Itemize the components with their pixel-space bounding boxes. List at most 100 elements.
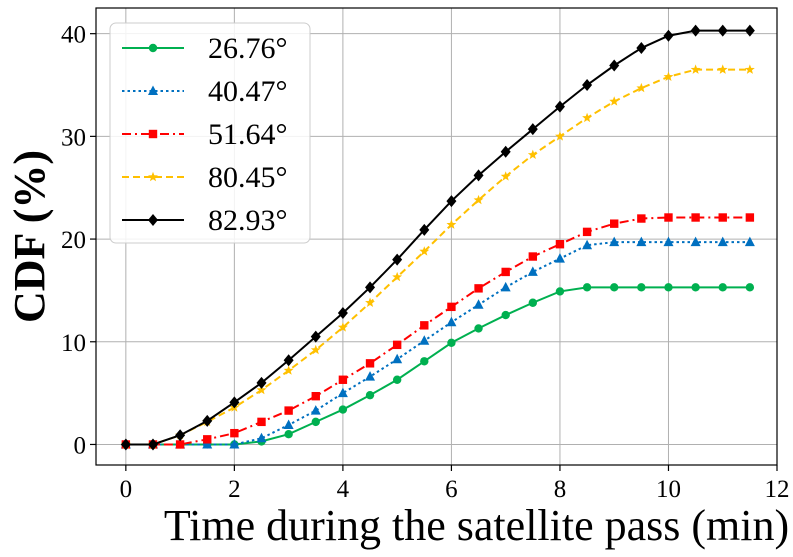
data-point [527,149,538,160]
data-point [311,417,320,427]
data-point [392,353,403,364]
data-point [420,357,429,366]
data-point [283,365,294,375]
legend-label: 82.93° [208,204,288,237]
data-point [501,267,510,277]
data-point [582,283,592,292]
data-point [392,340,402,350]
legend-item: 80.45° [122,161,288,194]
series-layer [120,24,755,451]
data-point [229,438,240,449]
data-point [310,330,321,343]
data-point [609,236,620,247]
x-tick-label: 6 [445,476,458,503]
legend-marker [148,214,158,226]
data-point [310,405,321,415]
legend-item: 40.47° [122,75,288,108]
data-point [717,24,728,37]
legend-marker [148,171,158,182]
data-point [691,283,700,292]
data-point [500,171,511,181]
series-line [125,286,750,446]
data-point [256,376,267,389]
data-point [690,64,701,74]
data-point [610,283,619,292]
data-point [337,387,348,398]
data-point [337,322,348,332]
data-point [338,405,348,414]
data-point [311,391,320,401]
data-point [637,283,646,292]
data-point [419,246,430,256]
data-point [500,281,511,292]
data-point [664,283,673,292]
data-point [447,302,456,312]
data-point [717,236,728,247]
data-point [446,219,457,229]
data-point [365,371,376,381]
data-point [663,236,674,247]
data-point [284,429,293,439]
legend-box [109,22,311,244]
data-point [582,227,592,237]
x-tick-label: 12 [765,476,790,503]
legend-label: 80.45° [208,161,288,194]
x-tick-label: 2 [228,476,241,503]
series-line [125,216,750,446]
data-point [446,316,457,327]
data-point [230,428,239,438]
data-point [338,375,348,384]
legend-label: 26.76° [208,32,288,65]
data-point [582,239,593,250]
legend: 26.76° 40.47° 51.64° 80.45° 82.93° [109,22,311,244]
data-point [744,236,755,247]
data-point [500,145,511,158]
data-point [337,307,348,320]
data-point [690,24,701,37]
data-point [555,287,565,296]
data-point [527,123,538,136]
data-point [664,213,673,222]
data-point [147,438,158,451]
x-tick-label: 8 [554,476,567,503]
data-point [120,438,131,451]
y-tick-label: 0 [74,432,87,459]
data-point [365,297,375,307]
data-point [636,82,647,93]
data-point [555,131,565,141]
axis-ticks: 0 2 4 6 8 10 12 0 10 20 30 40 [61,22,790,503]
series-circle [121,283,755,449]
series-line [125,68,750,446]
data-point [473,299,484,309]
data-point [447,338,456,347]
data-point [718,213,727,222]
data-point [554,100,565,113]
data-point [609,96,620,106]
series-triangle [120,236,755,449]
data-point [609,59,620,72]
y-tick-label: 10 [61,330,86,357]
data-point [637,214,646,223]
data-point [690,236,701,247]
data-point [745,213,755,222]
legend-item: 51.64° [122,118,288,151]
x-tick-label: 0 [120,476,133,503]
data-point [283,354,294,367]
data-point [474,284,483,293]
data-point [663,29,674,42]
x-tick-label: 4 [337,476,350,503]
data-point [365,281,376,294]
data-point [202,438,213,449]
data-point [175,440,185,449]
data-point [691,213,700,222]
data-point [284,406,293,415]
data-point [528,298,538,307]
data-point [229,396,240,409]
data-point [610,219,619,228]
data-point [392,375,402,384]
data-point [256,384,267,395]
data-point [419,223,430,236]
data-point [528,252,538,261]
legend-label: 51.64° [208,118,288,151]
data-point [636,236,647,247]
